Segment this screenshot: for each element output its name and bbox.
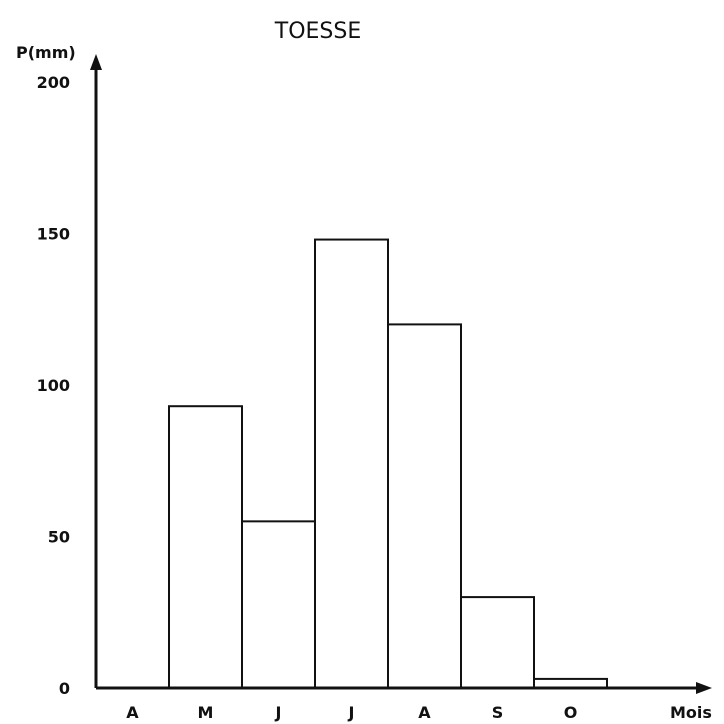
bar-1 [168,405,243,689]
bar-5 [460,596,535,689]
y-tick-label: 150 [37,225,70,244]
x-tick-label: A [126,703,139,722]
x-tick-label: M [198,703,214,722]
x-tick-label: S [492,703,504,722]
chart-title: TOESSE [274,19,362,44]
y-axis-label: P(mm) [16,43,76,62]
x-axis-arrow-icon [696,682,712,694]
y-tick-label: 100 [37,376,70,395]
x-tick-label: J [275,703,282,722]
y-tick-label: 50 [48,528,70,547]
bars-group [168,238,608,689]
y-tick-label: 200 [37,73,70,92]
bar-2 [241,520,316,689]
y-tick-label: 0 [59,679,70,698]
x-tick-label: J [348,703,355,722]
x-axis-label: Mois [670,703,712,722]
y-axis-arrow-icon [90,54,102,70]
y-tick-labels: 0 50 100 150 200 [37,73,70,698]
bar-3 [314,238,389,689]
x-tick-label: O [564,703,578,722]
x-tick-label: A [418,703,431,722]
bar-4 [387,323,462,689]
